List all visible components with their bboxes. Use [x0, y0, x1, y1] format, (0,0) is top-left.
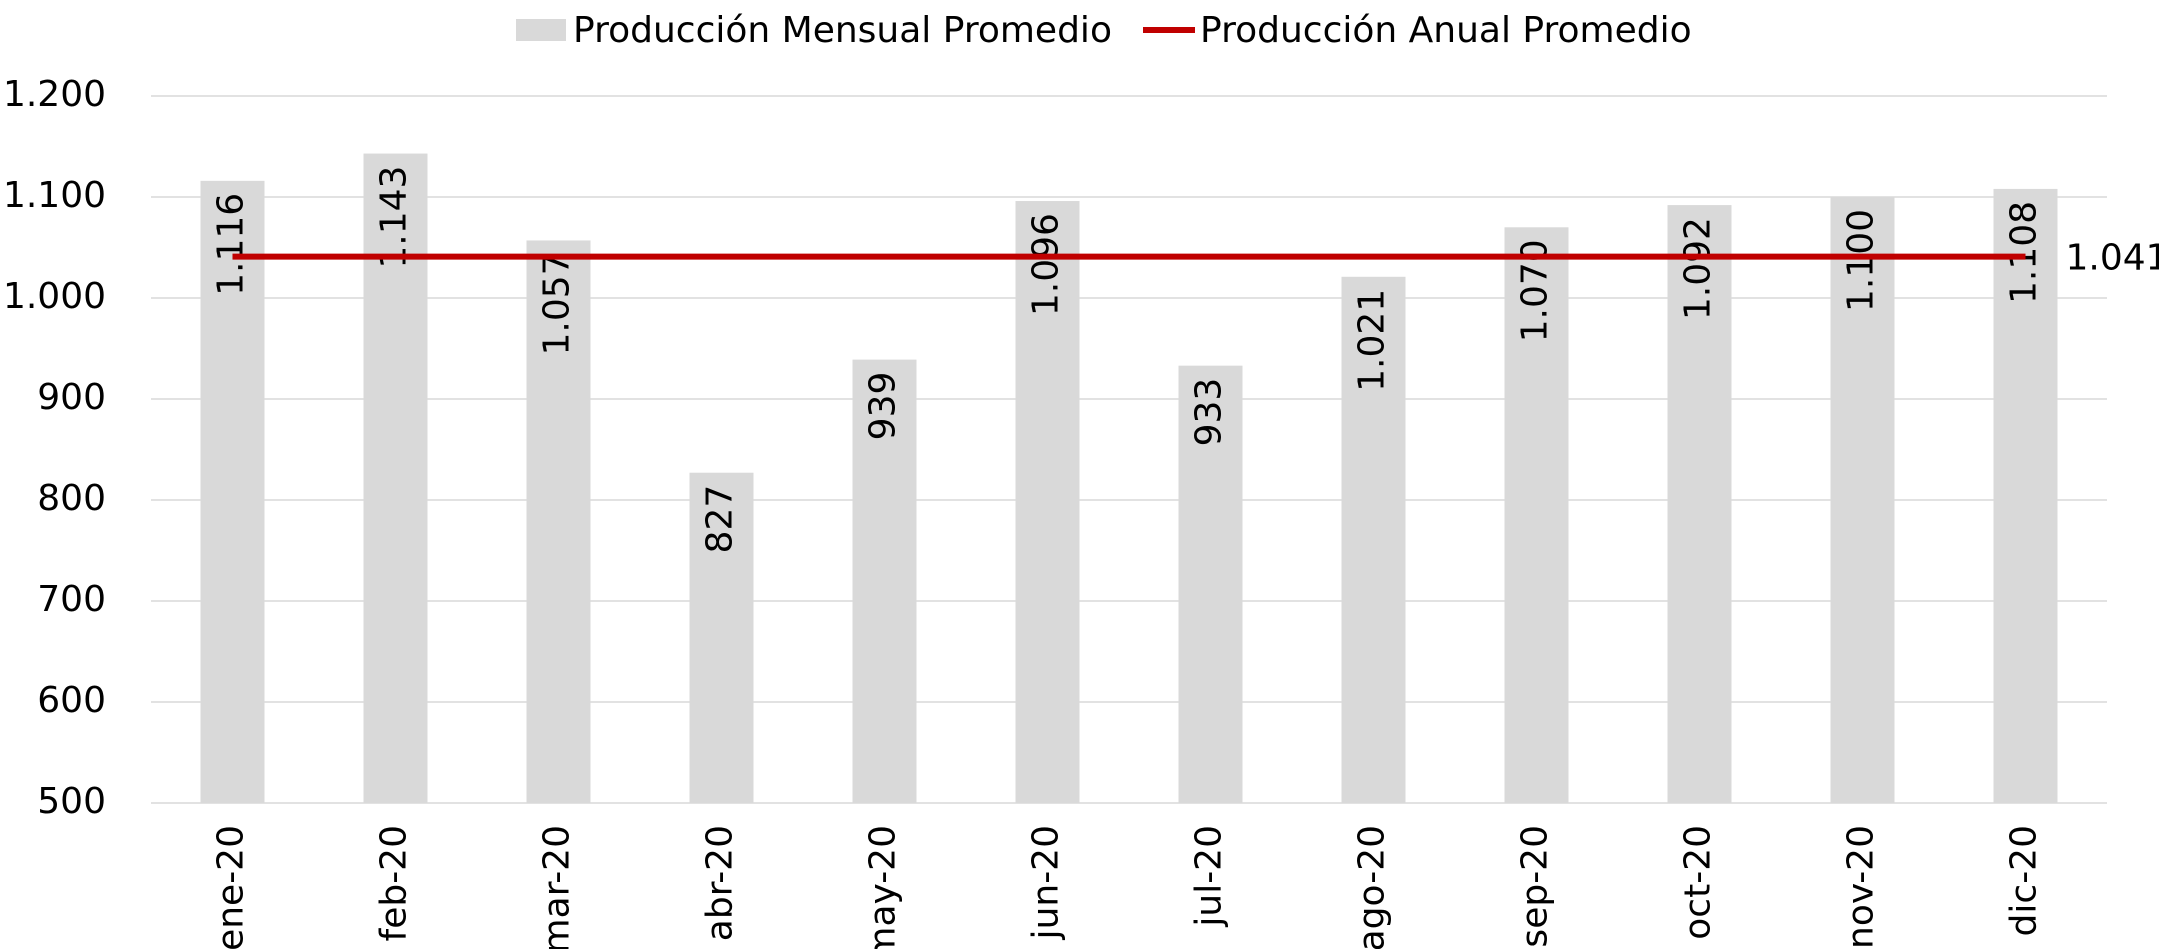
legend-label: Producción Mensual Promedio [573, 10, 1112, 51]
data-label: 1.143 [374, 166, 415, 269]
x-tick-label: abr-20 [700, 825, 741, 941]
x-tick-label: oct-20 [1678, 825, 1719, 940]
x-tick-label: jun-20 [1026, 825, 1067, 940]
x-tick-label: jul-20 [1189, 825, 1230, 928]
data-label: 1.041 [2066, 238, 2159, 279]
x-tick-label: dic-20 [2004, 825, 2045, 936]
y-tick-label: 800 [37, 478, 106, 519]
data-label: 1.108 [2004, 201, 2045, 304]
y-tick-label: 1.000 [3, 276, 106, 317]
x-tick-label: feb-20 [374, 825, 415, 941]
legend-label: Producción Anual Promedio [1200, 10, 1692, 51]
bar [1667, 205, 1732, 803]
y-tick-label: 500 [37, 781, 106, 822]
bar [363, 153, 428, 803]
bar [1341, 276, 1406, 803]
y-tick-label: 600 [37, 680, 106, 721]
x-tick-label: ene-20 [211, 825, 252, 949]
bar [1504, 227, 1569, 804]
data-label: 1.021 [1352, 289, 1393, 392]
x-tick-label: mar-20 [537, 825, 578, 949]
data-label: 1.057 [537, 252, 578, 355]
bar [1830, 197, 1895, 803]
y-tick-label: 1.200 [3, 74, 106, 115]
bar [1993, 188, 2058, 804]
x-tick-label: nov-20 [1841, 825, 1882, 949]
data-label: 933 [1189, 378, 1230, 447]
x-tick-label: may-20 [863, 825, 904, 949]
data-label: 827 [700, 485, 741, 554]
data-label: 1.096 [1026, 213, 1067, 316]
data-label: 1.092 [1678, 217, 1719, 320]
y-tick-label: 700 [37, 579, 106, 620]
x-tick-label: ago-20 [1352, 825, 1393, 949]
x-tick-label: sep-20 [1515, 825, 1556, 948]
data-label: 1.116 [211, 193, 252, 296]
bar [1178, 365, 1243, 803]
bar [200, 180, 265, 804]
y-tick-label: 900 [37, 377, 106, 418]
bar [526, 240, 591, 803]
data-label: 1.100 [1841, 209, 1882, 312]
y-tick-label: 1.100 [3, 175, 106, 216]
legend-swatch [516, 19, 566, 41]
bar [689, 472, 754, 803]
bar [1015, 201, 1080, 804]
data-label: 939 [863, 372, 904, 441]
bar [852, 359, 917, 803]
